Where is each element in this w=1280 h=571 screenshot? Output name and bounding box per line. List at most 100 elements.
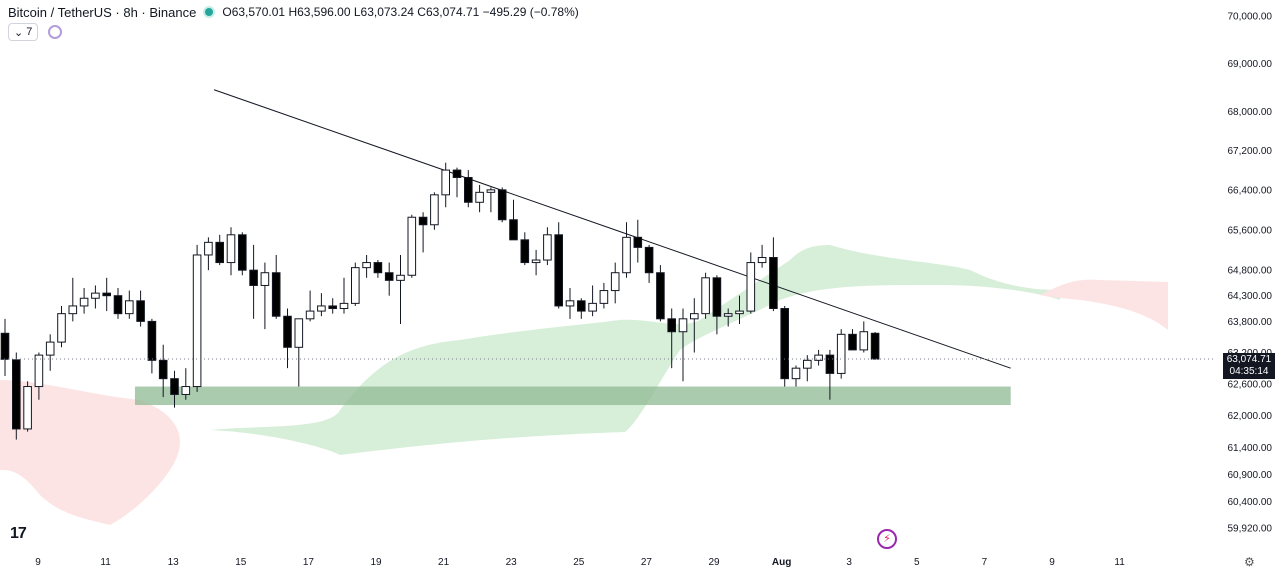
candle-body (712, 277, 722, 317)
candle-body (588, 302, 597, 312)
support-zone (134, 386, 1011, 406)
candle (769, 237, 778, 312)
indicators-toggle-button[interactable]: ⌄ 7 (8, 23, 39, 41)
bar-countdown: 04:35:14 (1229, 366, 1269, 377)
candle (780, 305, 790, 387)
price-tick-label: 63,800.00 (1228, 317, 1273, 328)
symbol-title[interactable]: Bitcoin / TetherUS · 8h · Binance (8, 4, 197, 20)
candle (260, 262, 270, 330)
low-value: 63,073.24 (360, 5, 414, 19)
candle-body (226, 234, 236, 264)
time-tick-label: 9 (1049, 557, 1055, 568)
price-tick-label: 66,400.00 (1228, 185, 1273, 196)
time-tick-label: 23 (506, 557, 518, 568)
candle (497, 187, 507, 223)
candle-body (848, 333, 857, 351)
candle-body (0, 332, 10, 360)
time-axis[interactable]: 9 11 13 15 17 19 21 23 25 27 29 Aug 3 5 7 9 11 (35, 557, 1125, 568)
candle-body (814, 354, 823, 361)
candle-body (678, 318, 688, 333)
candle-body (181, 386, 191, 395)
candle-body (328, 305, 337, 310)
candle-body (441, 169, 450, 196)
lightning-icon[interactable]: ⚡ (877, 529, 897, 549)
candle (656, 265, 665, 322)
candle (34, 352, 44, 400)
candle (735, 295, 744, 324)
candle-body (452, 169, 462, 178)
candle (339, 277, 349, 314)
gear-icon[interactable]: ⚙ (1244, 555, 1255, 569)
candle-body (803, 359, 812, 369)
candle-body (656, 272, 665, 320)
candle (23, 381, 32, 432)
candle (848, 329, 857, 351)
candle (351, 262, 360, 306)
candle (588, 285, 597, 317)
candle (464, 170, 473, 208)
candle-body (633, 236, 643, 248)
candles (0, 162, 880, 440)
candle (328, 298, 337, 314)
candle (226, 227, 236, 276)
candle-body (362, 262, 371, 269)
candle (362, 254, 371, 278)
candle (701, 272, 710, 319)
candle-body (34, 354, 44, 388)
candle (147, 318, 157, 374)
candle (192, 244, 202, 392)
candle (430, 192, 439, 230)
candle-body (317, 305, 326, 312)
price-tick-label: 61,400.00 (1228, 443, 1273, 454)
price-axis[interactable]: 70,000.00 69,000.00 68,000.00 67,200.00 66,4… (1228, 12, 1273, 535)
candle (520, 232, 530, 266)
support-zone-rect (134, 386, 1011, 406)
candle (181, 368, 191, 400)
candle (475, 184, 484, 213)
tradingview-logo[interactable]: 17 (10, 525, 27, 542)
candle-body (554, 234, 564, 307)
candle-body (147, 320, 157, 361)
indicator-toolbar: ⌄ 7 (8, 23, 63, 41)
time-tick-label: 11 (1114, 557, 1125, 568)
candle-body (102, 292, 112, 297)
price-tick-label: 62,000.00 (1228, 411, 1273, 422)
candle (204, 237, 213, 271)
candle (746, 252, 756, 314)
time-tick-label: 21 (438, 557, 450, 568)
candle (644, 244, 654, 283)
candle-body (509, 219, 518, 241)
candle (486, 187, 496, 213)
candle (0, 318, 10, 377)
candle-body (565, 300, 575, 307)
candle-body (723, 313, 733, 317)
descending-trendline[interactable] (213, 89, 1011, 369)
last-price-label: 63,074.71 04:35:14 (1223, 353, 1275, 379)
candle (791, 365, 801, 387)
candle (599, 282, 609, 309)
candle (452, 167, 462, 198)
candle (12, 352, 21, 440)
candle-body (610, 272, 620, 292)
candle-body (769, 256, 778, 310)
candle (803, 355, 812, 382)
candle-body (757, 256, 767, 264)
candle-body (859, 331, 869, 351)
candle (407, 214, 417, 278)
candle-body (68, 305, 78, 315)
candle-body (825, 354, 835, 374)
candle (294, 318, 304, 387)
candle-body (238, 234, 247, 271)
time-tick-label: 27 (641, 557, 653, 568)
sync-icon[interactable] (48, 25, 63, 39)
candle (509, 199, 518, 241)
candle-body (430, 194, 439, 226)
candle (158, 344, 168, 398)
candle (384, 262, 394, 296)
time-tick-label: 9 (35, 557, 41, 568)
candle (418, 212, 428, 253)
candle (271, 254, 281, 319)
candle-body (690, 313, 699, 320)
candle-body (125, 300, 134, 315)
